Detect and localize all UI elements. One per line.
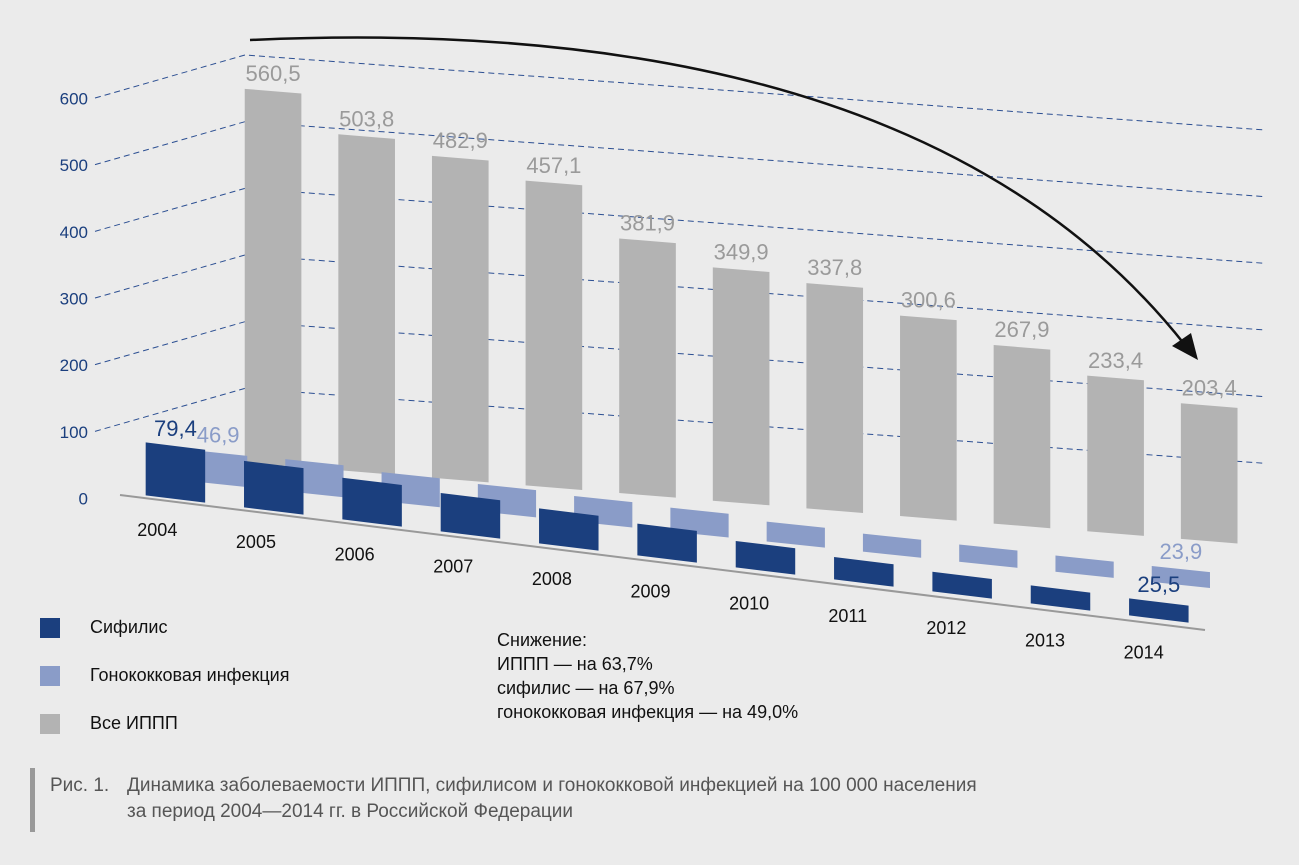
annotation: ИППП — на 63,7% xyxy=(497,654,653,674)
x-tick-label: 2009 xyxy=(630,581,670,601)
bar xyxy=(862,533,922,558)
grid-line xyxy=(94,254,1266,331)
bar xyxy=(712,267,770,506)
legend-label: Сифилис xyxy=(90,617,167,637)
annotation: гонококковая инфекция — на 49,0% xyxy=(497,702,798,722)
legend-swatch xyxy=(40,666,60,686)
bar xyxy=(1151,565,1210,589)
bar xyxy=(539,508,599,551)
value-label: 23,9 xyxy=(1159,539,1202,564)
legend-label: Все ИППП xyxy=(90,713,178,733)
y-tick-label: 200 xyxy=(60,356,88,375)
bar xyxy=(735,540,796,575)
bar xyxy=(244,460,304,515)
bar xyxy=(932,571,992,599)
bar xyxy=(619,238,676,498)
x-axis xyxy=(119,494,1206,631)
value-label: 267,9 xyxy=(994,317,1049,342)
value-label: 203,4 xyxy=(1182,375,1237,400)
legend-swatch xyxy=(40,618,60,638)
value-label: 503,8 xyxy=(339,106,394,131)
value-label: 349,9 xyxy=(714,240,769,265)
bar xyxy=(342,477,402,527)
annotation: Снижение: xyxy=(497,630,587,650)
x-tick-label: 2005 xyxy=(236,532,276,552)
value-label: 381,9 xyxy=(620,211,675,236)
bar xyxy=(637,523,697,563)
value-label: 457,1 xyxy=(526,153,581,178)
bar xyxy=(1055,555,1114,578)
bar xyxy=(1180,403,1238,544)
value-label: 79,4 xyxy=(154,416,197,441)
x-tick-label: 2004 xyxy=(137,520,177,540)
annotation: сифилис — на 67,9% xyxy=(497,678,674,698)
caption-bar xyxy=(30,768,35,832)
bar xyxy=(244,88,302,468)
bar xyxy=(959,544,1018,568)
trend-arrow xyxy=(249,36,1186,346)
grid-line xyxy=(94,387,1266,464)
bar xyxy=(993,344,1051,529)
y-tick-label: 0 xyxy=(79,489,88,508)
bar xyxy=(525,180,583,491)
x-tick-label: 2010 xyxy=(729,594,769,614)
plot: 0 100 200 300 400 500 600 2004 2005 2006 2007 2008 2… xyxy=(60,54,1266,663)
x-tick-label: 2011 xyxy=(828,606,867,626)
value-label: 300,6 xyxy=(901,288,956,313)
legend-swatch xyxy=(40,714,60,734)
grid-line xyxy=(94,54,1266,131)
y-tick-label: 600 xyxy=(60,89,88,108)
bar xyxy=(806,283,864,513)
caption-line: за период 2004—2014 гг. в Российской Фед… xyxy=(127,801,573,822)
value-label: 25,5 xyxy=(1137,572,1180,597)
value-label: 337,8 xyxy=(807,255,862,280)
caption-label: Рис. 1. xyxy=(50,775,109,796)
y-tick-label: 500 xyxy=(60,156,88,175)
y-tick-label: 400 xyxy=(60,223,88,242)
x-tick-label: 2008 xyxy=(532,569,572,589)
grid-line xyxy=(94,121,1266,198)
bar xyxy=(440,492,501,539)
y-tick-label: 100 xyxy=(60,423,88,442)
bar xyxy=(338,134,395,475)
legend-label: Гонококковая инфекция xyxy=(90,665,289,685)
y-tick-label: 300 xyxy=(60,289,88,308)
bar xyxy=(900,315,957,521)
value-label: 233,4 xyxy=(1088,348,1143,373)
x-tick-label: 2014 xyxy=(1124,643,1164,663)
bar xyxy=(431,155,489,483)
bar xyxy=(834,557,894,587)
bar xyxy=(145,442,206,503)
bar xyxy=(1030,585,1091,611)
arrow-head xyxy=(1172,333,1198,360)
x-tick-label: 2012 xyxy=(926,618,966,638)
grid-line xyxy=(94,187,1266,264)
caption-line: Динамика заболеваемости ИППП, сифилисом … xyxy=(127,775,977,796)
bar xyxy=(1129,598,1189,623)
x-tick-label: 2006 xyxy=(335,544,375,564)
value-label: 482,9 xyxy=(433,128,488,153)
x-tick-label: 2013 xyxy=(1025,630,1065,650)
x-tick-label: 2007 xyxy=(433,557,473,577)
grid-line xyxy=(94,321,1266,398)
bar xyxy=(766,521,825,548)
value-label: 46,9 xyxy=(197,423,240,448)
value-label: 560,5 xyxy=(246,61,301,86)
bar xyxy=(1087,375,1144,536)
